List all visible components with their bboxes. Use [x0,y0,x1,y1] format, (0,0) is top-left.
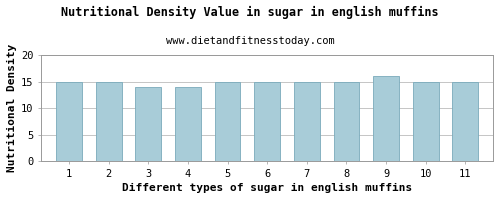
Y-axis label: Nutritional Density: Nutritional Density [7,44,17,172]
Bar [254,82,280,161]
Bar [452,82,478,161]
Bar [294,82,320,161]
Bar [175,87,201,161]
Bar [56,82,82,161]
Bar [413,82,438,161]
Bar [373,76,399,161]
Text: Nutritional Density Value in sugar in english muffins: Nutritional Density Value in sugar in en… [61,6,439,19]
Bar [136,87,161,161]
Text: www.dietandfitnesstoday.com: www.dietandfitnesstoday.com [166,36,334,46]
Bar [334,82,359,161]
X-axis label: Different types of sugar in english muffins: Different types of sugar in english muff… [122,183,412,193]
Bar [96,82,122,161]
Bar [214,82,240,161]
